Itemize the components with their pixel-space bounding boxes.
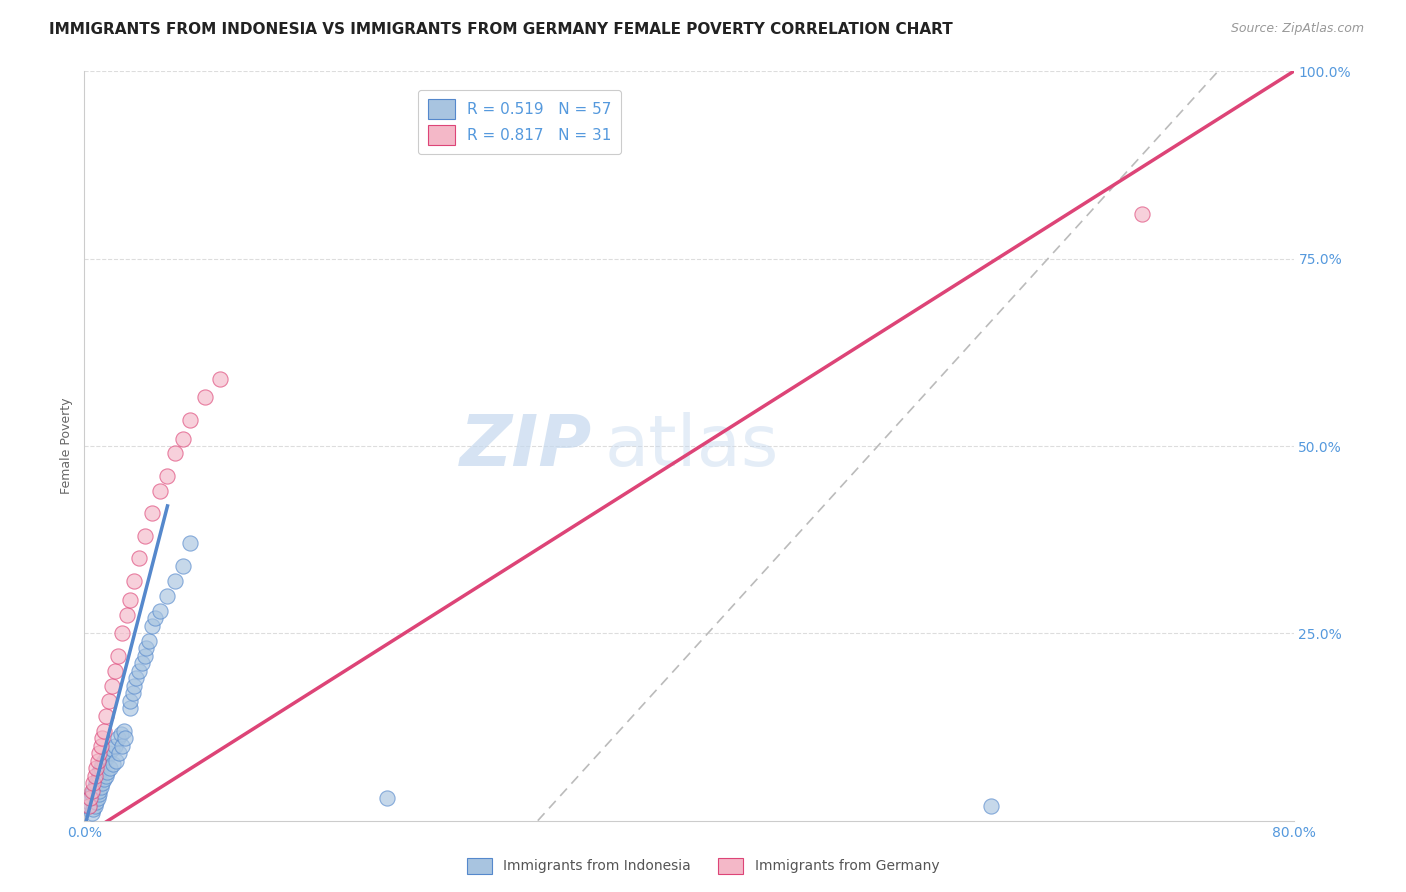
- Point: [87, 791, 110, 805]
- Point: [90, 739, 112, 753]
- Point: [141, 507, 163, 521]
- Point: [91, 776, 114, 790]
- Point: [172, 432, 194, 446]
- Point: [118, 694, 141, 708]
- Point: [97, 746, 120, 760]
- Point: [86, 776, 108, 790]
- Point: [121, 686, 143, 700]
- Point: [91, 757, 114, 772]
- Point: [96, 750, 118, 764]
- Point: [79, 791, 101, 805]
- Point: [82, 783, 104, 797]
- Point: [104, 739, 127, 753]
- Point: [100, 679, 122, 693]
- Point: [145, 611, 167, 625]
- Point: [114, 731, 136, 746]
- Point: [107, 648, 129, 663]
- Point: [128, 551, 150, 566]
- Point: [86, 761, 108, 775]
- Text: Source: ZipAtlas.com: Source: ZipAtlas.com: [1230, 22, 1364, 36]
- Point: [98, 761, 121, 775]
- Point: [97, 694, 120, 708]
- Point: [90, 761, 112, 775]
- Point: [80, 788, 103, 802]
- Point: [141, 619, 163, 633]
- Point: [93, 723, 115, 738]
- Point: [149, 604, 172, 618]
- Point: [87, 772, 110, 787]
- Point: [76, 798, 98, 813]
- Point: [87, 754, 110, 768]
- Text: ZIP: ZIP: [460, 411, 592, 481]
- Point: [156, 469, 179, 483]
- Point: [89, 783, 111, 797]
- Point: [96, 764, 118, 779]
- Point: [82, 802, 104, 816]
- Point: [112, 723, 135, 738]
- Point: [115, 607, 138, 622]
- Point: [100, 742, 122, 756]
- Point: [94, 708, 117, 723]
- Text: IMMIGRANTS FROM INDONESIA VS IMMIGRANTS FROM GERMANY FEMALE POVERTY CORRELATION : IMMIGRANTS FROM INDONESIA VS IMMIGRANTS …: [49, 22, 953, 37]
- Point: [90, 780, 112, 794]
- Point: [105, 754, 128, 768]
- Point: [79, 791, 101, 805]
- Point: [194, 390, 217, 404]
- Point: [138, 633, 160, 648]
- Point: [131, 657, 153, 671]
- Point: [93, 754, 115, 768]
- Point: [84, 780, 107, 794]
- Point: [122, 574, 145, 588]
- Point: [77, 795, 100, 809]
- Point: [89, 769, 111, 783]
- Point: [77, 798, 100, 813]
- Point: [1130, 207, 1153, 221]
- Point: [84, 798, 107, 813]
- Point: [86, 795, 108, 809]
- Point: [91, 731, 114, 746]
- Point: [122, 679, 145, 693]
- Point: [135, 641, 157, 656]
- Point: [111, 626, 134, 640]
- Point: [94, 769, 117, 783]
- Point: [165, 446, 187, 460]
- Point: [165, 574, 187, 588]
- Point: [156, 589, 179, 603]
- Point: [134, 648, 156, 663]
- Point: [125, 671, 148, 685]
- Point: [93, 772, 115, 787]
- Point: [149, 483, 172, 498]
- Point: [134, 529, 156, 543]
- Point: [172, 558, 194, 573]
- Point: [82, 776, 104, 790]
- Point: [179, 536, 201, 550]
- Point: [110, 727, 132, 741]
- Text: atlas: atlas: [605, 411, 779, 481]
- Y-axis label: Female Poverty: Female Poverty: [60, 398, 73, 494]
- Point: [209, 371, 232, 385]
- Point: [89, 746, 111, 760]
- Legend: R = 0.519   N = 57, R = 0.817   N = 31: R = 0.519 N = 57, R = 0.817 N = 31: [419, 90, 621, 154]
- Point: [80, 806, 103, 821]
- Point: [111, 739, 134, 753]
- Point: [80, 783, 103, 797]
- Point: [107, 731, 129, 746]
- Point: [375, 791, 398, 805]
- Point: [118, 701, 141, 715]
- Point: [101, 757, 124, 772]
- Point: [104, 664, 127, 678]
- Point: [118, 592, 141, 607]
- Legend: Immigrants from Indonesia, Immigrants from Germany: Immigrants from Indonesia, Immigrants fr…: [460, 851, 946, 880]
- Point: [84, 769, 107, 783]
- Point: [108, 746, 131, 760]
- Point: [89, 764, 111, 779]
- Point: [980, 798, 1002, 813]
- Point: [89, 788, 111, 802]
- Point: [179, 413, 201, 427]
- Point: [128, 664, 150, 678]
